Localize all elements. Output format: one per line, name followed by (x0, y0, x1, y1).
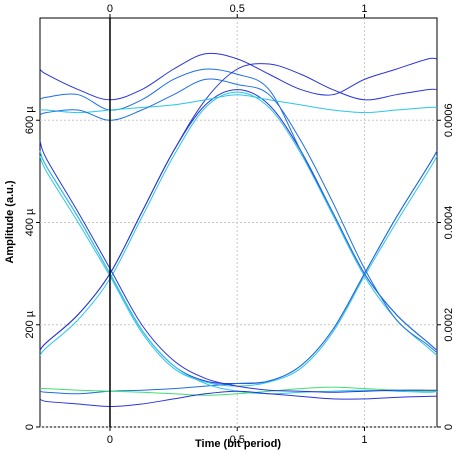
x-top-tick-label: 0.5 (230, 3, 245, 15)
axes: 0 0 0.5 0.5 1 1 0 200 µ 400 µ 600 µ 0 0.0002 0.0004 0… (24, 3, 455, 446)
y2-tick-label: 0 (443, 424, 455, 430)
plot-area (39, 17, 438, 428)
y-tick-label: 600 µ (24, 106, 36, 134)
x-top-tick-label: 0 (107, 3, 113, 15)
traces (39, 52, 438, 408)
trace (39, 386, 438, 396)
trace (39, 94, 438, 114)
trace (39, 63, 438, 351)
y2-tick-label: 0.0002 (443, 308, 455, 342)
trace (39, 390, 438, 408)
x-tick-label: 1 (361, 434, 367, 446)
y2-tick-label: 0.0004 (443, 206, 455, 240)
trace (39, 78, 438, 354)
trace (39, 140, 437, 393)
y-axis-label: Amplitude (a.u.) (4, 180, 16, 263)
x-top-tick-label: 1 (361, 3, 367, 15)
y2-tick-label: 0.0006 (443, 103, 455, 137)
trace (39, 150, 438, 395)
trace (39, 91, 438, 356)
x-axis-label: Time (bit period) (195, 438, 281, 450)
y-tick-label: 400 µ (24, 208, 36, 236)
y-tick-label: 200 µ (24, 310, 36, 338)
x-tick-label: 0.5 (230, 434, 245, 446)
trace (39, 68, 438, 351)
y-tick-label: 0 (24, 424, 36, 430)
trace (39, 52, 438, 101)
x-tick-label: 0 (107, 434, 113, 446)
